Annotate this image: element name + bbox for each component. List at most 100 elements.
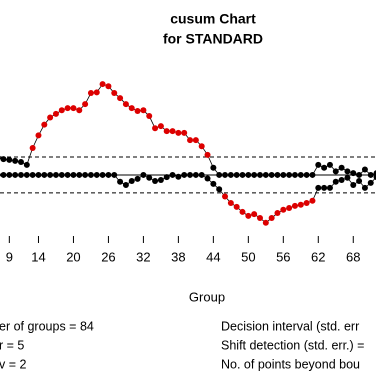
cusum-point	[303, 199, 310, 206]
cusum-point	[210, 180, 217, 187]
stat-text: Decision interval (std. err	[221, 319, 359, 333]
cusum-point	[87, 171, 94, 178]
cusum-point	[297, 201, 304, 208]
cusum-point	[41, 171, 48, 178]
cusum-point	[356, 171, 363, 178]
cusum-point	[216, 171, 223, 178]
cusum-point	[163, 128, 170, 135]
x-tick-label: 44	[206, 249, 220, 264]
cusum-point	[146, 113, 153, 120]
cusum-point	[99, 81, 106, 88]
cusum-point	[58, 171, 65, 178]
cusum-point	[356, 178, 363, 185]
cusum-point	[227, 171, 234, 178]
cusum-point	[64, 105, 71, 112]
cusum-point	[99, 171, 106, 178]
cusum-point	[134, 175, 141, 182]
cusum-point	[111, 171, 118, 178]
cusum-point	[239, 208, 246, 215]
cusum-point	[82, 171, 89, 178]
cusum-point	[256, 215, 263, 222]
cusum-point	[122, 101, 129, 108]
cusum-point	[140, 171, 147, 178]
x-tick-label: 32	[136, 249, 150, 264]
cusum-point	[274, 171, 281, 178]
cusum-point	[361, 184, 368, 191]
cusum-point	[198, 171, 205, 178]
cusum-point	[76, 107, 83, 114]
cusum-point	[286, 204, 293, 211]
stat-text: Shift detection (std. err.) =	[221, 338, 364, 352]
cusum-point	[93, 89, 100, 96]
cusum-point	[70, 105, 77, 112]
cusum-point	[227, 199, 234, 206]
cusum-point	[245, 171, 252, 178]
x-tick-label: 26	[101, 249, 115, 264]
cusum-point	[12, 171, 19, 178]
cusum-point	[321, 184, 328, 191]
cusum-point	[233, 171, 240, 178]
cusum-point	[117, 95, 124, 102]
cusum-point	[338, 176, 345, 183]
cusum-point	[111, 90, 118, 97]
cusum-point	[315, 161, 322, 168]
cusum-point	[12, 157, 19, 164]
cusum-point	[6, 171, 13, 178]
cusum-point	[332, 178, 339, 185]
cusum-point	[35, 171, 42, 178]
stat-text: er of groups = 84	[0, 319, 94, 333]
cusum-point	[332, 168, 339, 175]
cusum-point	[286, 171, 293, 178]
cusum-point	[157, 176, 164, 183]
cusum-point	[0, 155, 1, 160]
cusum-point	[245, 212, 252, 219]
cusum-point	[64, 171, 71, 178]
cusum-point	[315, 184, 322, 191]
cusum-point	[222, 171, 229, 178]
x-tick-label: 38	[171, 249, 185, 264]
cusum-point	[233, 203, 240, 210]
cusum-point	[157, 123, 164, 130]
x-tick-label: 62	[311, 249, 325, 264]
cusum-point	[76, 171, 83, 178]
cusum-point	[367, 179, 374, 186]
cusum-point	[169, 128, 176, 135]
cusum-point	[52, 171, 59, 178]
cusum-point	[23, 171, 30, 178]
cusum-point	[47, 114, 54, 121]
cusum-point	[134, 108, 141, 115]
cusum-point	[23, 161, 30, 168]
cusum-point	[256, 171, 263, 178]
cusum-point	[268, 215, 275, 222]
cusum-point	[58, 107, 65, 114]
cusum-point	[344, 174, 351, 181]
cusum-point	[326, 161, 333, 168]
cusum-point	[297, 171, 304, 178]
x-tick-label: 50	[241, 249, 255, 264]
cusum-point	[17, 159, 24, 166]
cusum-point	[47, 171, 54, 178]
cusum-point	[280, 171, 287, 178]
cusum-point	[128, 105, 135, 112]
cusum-point	[17, 171, 24, 178]
cusum-point	[52, 110, 59, 117]
cusum-point	[181, 171, 188, 178]
x-tick-label: 20	[66, 249, 80, 264]
cusum-point	[216, 186, 223, 193]
chart-title: cusum Chart	[170, 11, 256, 27]
cusum-point	[175, 173, 182, 180]
cusum-point	[309, 171, 316, 178]
cusum-point	[367, 171, 374, 178]
cusum-point	[70, 171, 77, 178]
cusum-point	[291, 171, 298, 178]
cusum-point	[204, 151, 211, 158]
cusum-point	[251, 171, 258, 178]
cusum-point	[0, 173, 1, 177]
cusum-point	[105, 83, 112, 90]
cusum-point	[146, 174, 153, 181]
cusum-point	[0, 171, 7, 178]
cusum-point	[128, 178, 135, 185]
x-axis-label: Group	[189, 289, 225, 304]
cusum-point	[122, 181, 129, 188]
